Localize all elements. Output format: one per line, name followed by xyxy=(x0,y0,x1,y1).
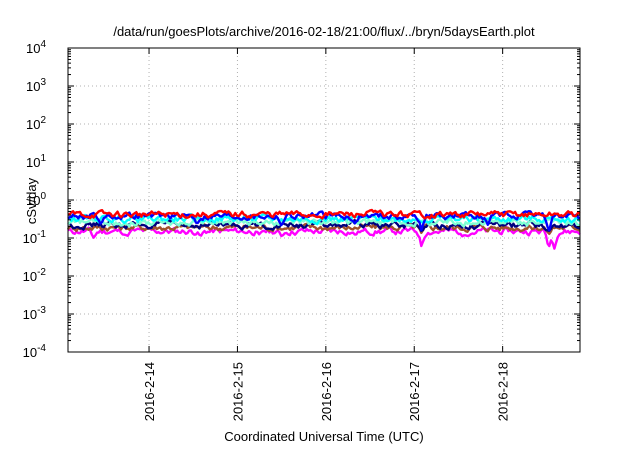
axis-layer: 10-4 10-3 10-2 10-1 100 101 102 103 104 2016-2-14… xyxy=(23,39,580,421)
grid-layer xyxy=(68,48,580,352)
x-tick-label: 2016-2-16 xyxy=(319,362,334,421)
y-tick-label: 100 xyxy=(26,191,46,208)
series-layer xyxy=(66,208,581,250)
x-tick-label: 2016-2-14 xyxy=(142,362,157,421)
y-tick-label: 103 xyxy=(26,77,46,94)
x-axis-label: Coordinated Universal Time (UTC) xyxy=(224,429,423,444)
x-tick-label: 2016-2-18 xyxy=(496,362,511,421)
series-line xyxy=(67,208,581,220)
y-tick-label: 101 xyxy=(26,153,46,170)
y-tick-label: 10-2 xyxy=(23,267,47,284)
series-line xyxy=(66,222,581,236)
y-axis-label: cSv/day xyxy=(24,177,39,224)
plot-frame xyxy=(67,47,581,353)
x-tick-label: 2016-2-15 xyxy=(230,362,245,421)
y-tick-label: 104 xyxy=(26,39,46,56)
y-tick-label: 10-1 xyxy=(23,229,47,246)
series-line xyxy=(67,216,581,228)
series-line xyxy=(67,212,581,226)
y-tick-label: 102 xyxy=(26,115,46,132)
x-tick-label: 2016-2-17 xyxy=(407,362,422,421)
y-tick-label: 10-3 xyxy=(23,305,47,322)
y-tick-label: 10-4 xyxy=(23,343,47,360)
chart-title: /data/run/goesPlots/archive/2016-02-18/2… xyxy=(113,24,535,39)
